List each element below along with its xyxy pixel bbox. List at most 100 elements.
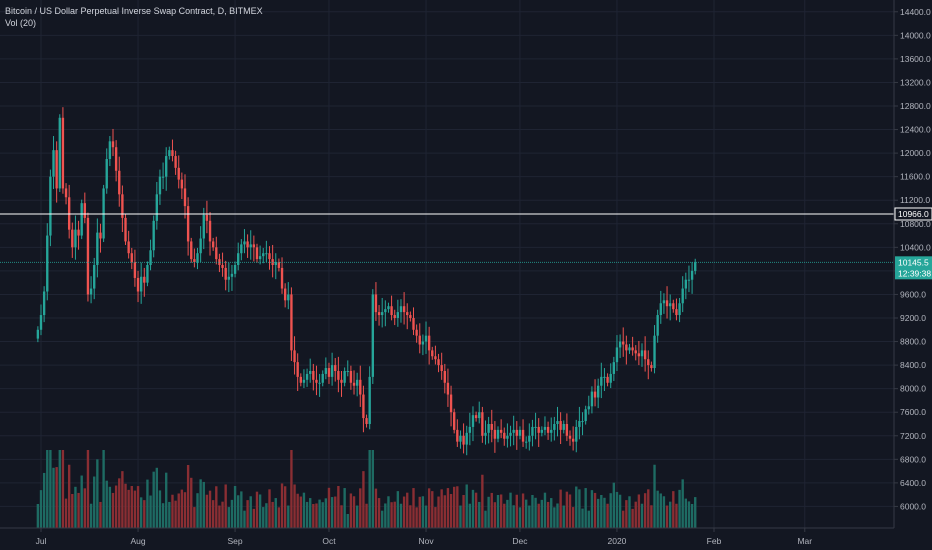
candle-body (687, 279, 691, 281)
candle-body (653, 335, 656, 369)
candle-body (647, 359, 650, 366)
volume-bar (99, 501, 102, 528)
candle-body (202, 214, 205, 239)
volume-bar (324, 498, 328, 528)
candle-body (77, 229, 80, 236)
volume-bar (193, 507, 196, 528)
price-tick-label: 8400.0 (900, 360, 926, 370)
volume-bar (124, 483, 127, 528)
price-tick-label: 14400.0 (900, 7, 931, 17)
candle-body (42, 291, 46, 316)
volume-bar (468, 503, 472, 528)
candle-body (490, 423, 493, 430)
price-tick-label: 9600.0 (900, 289, 926, 299)
price-tick-label: 10800.0 (900, 219, 931, 229)
candle-body (587, 406, 590, 410)
candle-body (446, 382, 450, 395)
volume-bar (355, 505, 359, 528)
candle-body (440, 365, 443, 371)
volume-bar (662, 496, 666, 528)
volume-bar (230, 499, 234, 528)
volume-bar (381, 510, 384, 528)
candle-body (121, 194, 124, 218)
candle-body (625, 344, 628, 351)
volume-bar (334, 496, 337, 528)
volume-bar (296, 493, 299, 528)
candle-body (146, 264, 149, 283)
candle-body (312, 370, 315, 380)
volume-bar (487, 496, 490, 528)
candle-body (634, 350, 637, 354)
candle-body (578, 421, 581, 427)
price-tick-label: 10400.0 (900, 242, 931, 252)
volume-bar (46, 450, 49, 528)
price-tick-label: 14000.0 (900, 30, 931, 40)
volume-bar (653, 464, 656, 528)
candle-body (218, 259, 221, 265)
price-tick-label: 7600.0 (900, 407, 926, 417)
volume-bar (434, 507, 437, 528)
volume-bar (80, 475, 83, 528)
candle-body (108, 141, 112, 159)
candle-body (424, 335, 428, 342)
volume-bar (202, 481, 205, 528)
volume-bar (55, 467, 58, 528)
candle-body (211, 241, 215, 248)
candle-body (221, 264, 224, 268)
volume-bar (105, 480, 108, 528)
volume-bar (415, 507, 418, 528)
volume-bar (274, 498, 277, 528)
volume-bar (174, 500, 177, 528)
candle-body (412, 317, 415, 330)
volume-bar (678, 489, 681, 528)
candle-body (662, 300, 666, 304)
volume-bar (493, 502, 497, 528)
volume-bar (453, 486, 456, 528)
price-tick-label: 6000.0 (900, 501, 926, 511)
candle-body (168, 150, 171, 157)
volume-bar (449, 494, 453, 528)
candle-body (606, 376, 609, 383)
volume-bar (612, 482, 616, 528)
candle-body (262, 253, 265, 257)
candle-body (393, 315, 396, 318)
candle-body (171, 150, 174, 157)
candle-body (180, 179, 184, 189)
candle-body (280, 267, 284, 289)
candle-body (637, 353, 641, 357)
volume-bar (111, 492, 115, 528)
candle-body (299, 376, 302, 383)
volume-bar (252, 508, 256, 528)
price-tick-label: 8000.0 (900, 384, 926, 394)
candle-body (83, 203, 87, 218)
volume-bar (327, 487, 331, 528)
volume-bar (481, 474, 484, 528)
volume-bar (575, 486, 578, 528)
volume-bar (584, 488, 587, 528)
volume-bar (221, 501, 224, 528)
candle-body (615, 347, 619, 363)
candle-body (61, 117, 65, 189)
volume-bar (440, 489, 443, 528)
volume-bar (161, 503, 165, 528)
candle-body (324, 368, 328, 374)
candle-body (468, 426, 472, 433)
candle-body (139, 276, 143, 292)
candle-body (55, 150, 58, 189)
candle-body (609, 373, 612, 383)
candle-body (224, 267, 227, 280)
volume-bar (474, 492, 478, 528)
volume-bar (343, 488, 346, 528)
candle-body (114, 147, 118, 171)
candle-body (643, 350, 647, 360)
time-tick-label: Feb (707, 536, 722, 546)
volume-bar (590, 490, 594, 528)
candle-body (371, 294, 374, 377)
volume-bar (346, 514, 349, 528)
volume-bar (262, 507, 265, 528)
volume-bar (471, 489, 475, 528)
candle-body (694, 262, 697, 271)
volume-bar (499, 494, 503, 528)
volume-bar (656, 490, 659, 528)
